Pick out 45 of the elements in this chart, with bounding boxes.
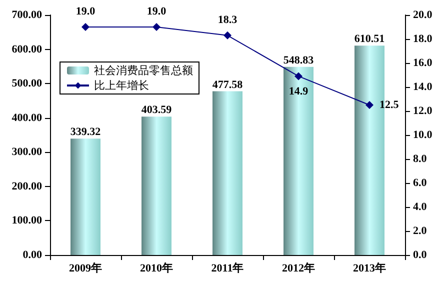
- x-tick-label: 2010年: [140, 262, 173, 274]
- y-tick-label: 700.00: [12, 9, 42, 21]
- data-label: 19.0: [146, 6, 167, 18]
- bar: [142, 116, 172, 255]
- data-label: 610.51: [354, 33, 385, 46]
- y-tick-label: 200.00: [12, 180, 42, 192]
- point: [224, 31, 232, 40]
- y2-tick-label: 14.0: [413, 81, 433, 93]
- data-label: 12.5: [380, 99, 400, 111]
- y-tick-label: 0.00: [22, 249, 42, 261]
- y-tick-label: 100.00: [12, 214, 42, 227]
- y2-tick-label: 0.0: [413, 249, 428, 261]
- y2-tick-label: 12.0: [413, 105, 433, 117]
- y2-tick-label: 16.0: [413, 57, 433, 69]
- y-tick-label: 500.00: [12, 78, 42, 90]
- y-tick-label: 600.00: [12, 43, 42, 56]
- point: [366, 101, 374, 109]
- bar: [284, 66, 314, 255]
- legend-label: 社会消费品零售总额: [94, 64, 193, 77]
- data-label: 403.59: [141, 104, 172, 116]
- y2-tick-label: 18.0: [413, 33, 433, 45]
- data-label: 18.3: [218, 14, 238, 26]
- legend-label: 比上年增长: [94, 79, 149, 92]
- bar: [70, 138, 100, 255]
- y2-tick-label: 20.0: [413, 9, 433, 21]
- x-tick-label: 2012年: [282, 262, 315, 274]
- bar: [212, 91, 242, 255]
- data-label: 339.32: [70, 126, 102, 138]
- x-tick-label: 2013年: [353, 262, 386, 274]
- y2-tick-label: 10.0: [413, 129, 433, 141]
- data-label: 19.0: [76, 6, 96, 18]
- y2-tick-label: 8.0: [413, 153, 428, 165]
- point: [294, 72, 302, 80]
- y2-tick-label: 2.0: [413, 225, 428, 237]
- data-label: 477.58: [212, 78, 244, 91]
- y-tick-label: 400.00: [12, 112, 42, 124]
- y-tick-label: 300.00: [12, 146, 42, 158]
- x-tick-label: 2011年: [211, 262, 244, 274]
- y2-tick-label: 4.0: [413, 201, 428, 213]
- point: [152, 23, 160, 31]
- data-label: 548.83: [283, 54, 314, 66]
- y2-tick-label: 6.0: [413, 177, 428, 189]
- data-label: 14.9: [288, 86, 309, 98]
- x-tick-label: 2009年: [69, 262, 102, 274]
- point: [82, 23, 90, 31]
